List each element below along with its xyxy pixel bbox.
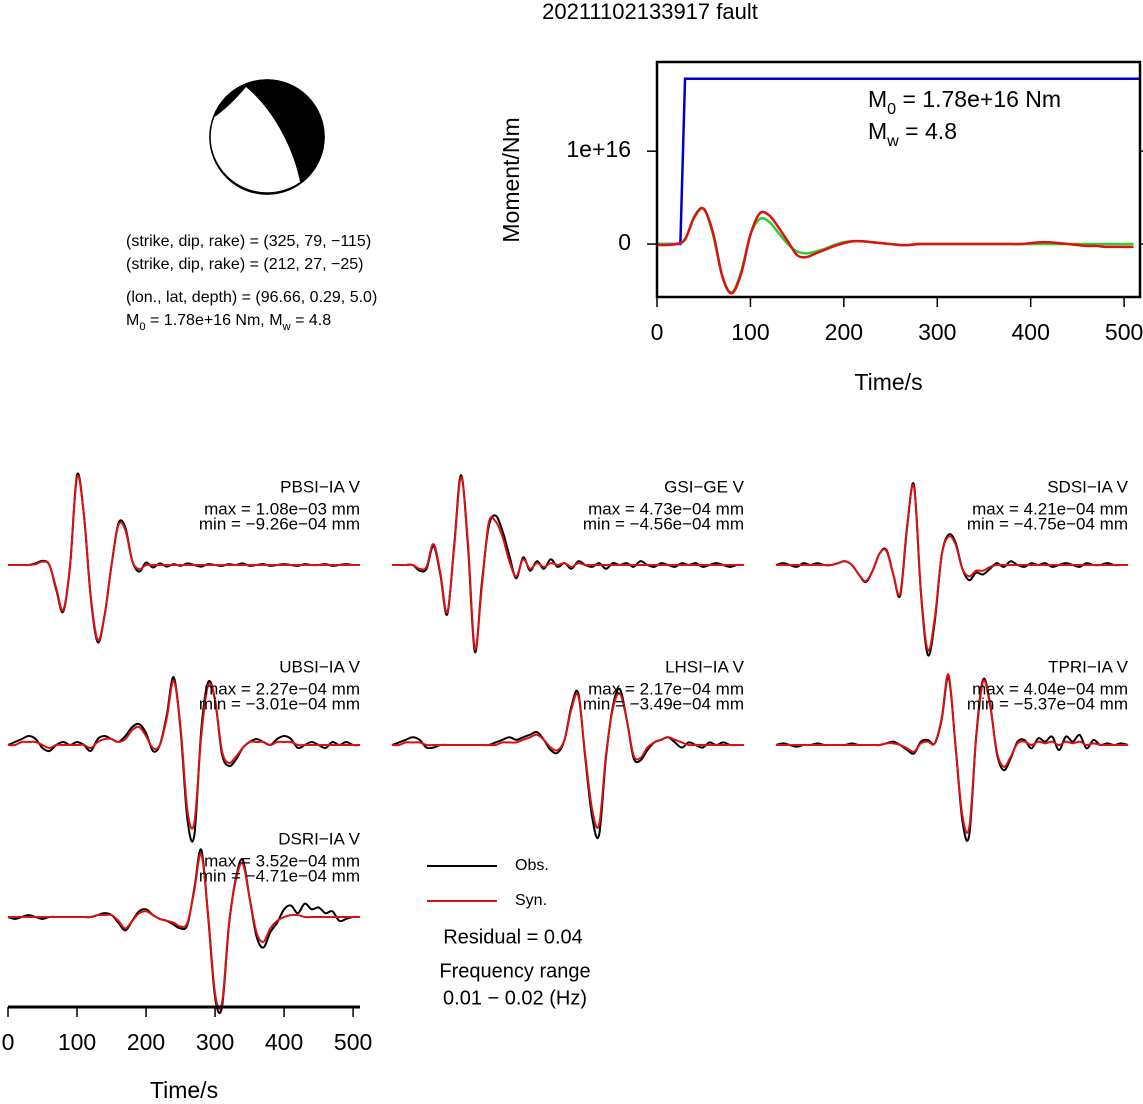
- plane-2: (strike, dip, rake) = (212, 27, −25): [126, 256, 363, 273]
- trace-syn: [776, 673, 1128, 834]
- trace-syn: [7, 474, 360, 642]
- max-label: max = 4.04e−04 mm: [972, 679, 1128, 698]
- x-tick-label: 0: [2, 1029, 15, 1055]
- moment-series: [657, 206, 1134, 295]
- text-part: = 4.8: [291, 312, 332, 329]
- x-tick-label: 300: [918, 319, 956, 345]
- max-label: max = 4.21e−04 mm: [972, 499, 1128, 518]
- min-label: min = −4.71e−04 mm: [199, 866, 360, 885]
- moment-chart: 0 100 200 300 400 500 0 1e+16 Time/s Moment/Nm M0 …: [498, 60, 1143, 395]
- min-label: min = −9.26e−04 mm: [199, 514, 360, 533]
- trace-syn: [7, 679, 360, 830]
- station-name: DSRI−IA V: [278, 829, 360, 848]
- beachball-outline: [209, 79, 325, 195]
- x-tick-label: 100: [731, 319, 769, 345]
- x-tick-label: 400: [265, 1029, 303, 1055]
- min-label: min = −4.75e−04 mm: [967, 514, 1128, 533]
- x-tick-label: 500: [1105, 319, 1143, 345]
- plot-frame: [655, 60, 1142, 299]
- y-tick-label: 0: [618, 229, 631, 255]
- subscript: w: [282, 321, 292, 333]
- x-tick-label: 200: [127, 1029, 165, 1055]
- station-name: PBSI−IA V: [280, 477, 361, 496]
- station-name: GSI−GE V: [664, 477, 744, 496]
- min-label: min = −4.56e−04 mm: [583, 514, 744, 533]
- text-part: = 1.78e+16 Nm, M: [146, 312, 283, 329]
- x-tick-label: 500: [334, 1029, 372, 1055]
- x-tick-label: 200: [825, 319, 863, 345]
- min-label: min = −3.01e−04 mm: [199, 694, 360, 713]
- location: (lon., lat, depth) = (96.66, 0.29, 5.0): [126, 289, 377, 306]
- text-part: M: [126, 312, 139, 329]
- station-name: TPRI−IA V: [1048, 657, 1128, 676]
- y-tick-label: 1e+16: [566, 136, 631, 162]
- x-tick-label: 100: [58, 1029, 96, 1055]
- subscript: 0: [139, 321, 145, 333]
- time-axis: 0 100 200 300 400 500 Time/s: [2, 1005, 372, 1103]
- text-part: M: [868, 118, 887, 144]
- x-axis-label: Time/s: [854, 369, 922, 395]
- max-label: max = 2.17e−04 mm: [588, 679, 744, 698]
- station-name: SDSI−IA V: [1047, 477, 1128, 496]
- x-tick-label: 400: [1012, 319, 1050, 345]
- legend-label: Obs.: [515, 857, 549, 874]
- min-label: min = −3.49e−04 mm: [583, 694, 744, 713]
- max-label: max = 1.08e−03 mm: [204, 499, 360, 518]
- text-part: M: [868, 86, 887, 112]
- moment-line: M0 = 1.78e+16 Nm, Mw = 4.8: [126, 312, 331, 333]
- residual: Residual = 0.04: [443, 926, 583, 948]
- x-tick-label: 300: [196, 1029, 234, 1055]
- frequency: 0.01 − 0.02 (Hz): [443, 987, 587, 1009]
- subscript: w: [886, 132, 899, 150]
- trace-syn: [391, 692, 744, 829]
- frequency: Frequency range: [439, 960, 590, 982]
- beachball: [209, 79, 325, 195]
- figure-title: 20211102133917 fault: [542, 0, 758, 24]
- station-name: LHSI−IA V: [665, 657, 745, 676]
- plane-1: (strike, dip, rake) = (325, 79, −115): [126, 233, 371, 250]
- max-label: max = 3.52e−04 mm: [204, 851, 360, 870]
- text-part: = 4.8: [899, 118, 957, 144]
- x-axis-label: Time/s: [150, 1077, 218, 1103]
- moment-annotation: Mw = 4.8: [868, 118, 957, 150]
- station-name: UBSI−IA V: [279, 657, 360, 676]
- moment-series: [657, 206, 1134, 294]
- trace-syn: [391, 476, 744, 651]
- max-label: max = 4.73e−04 mm: [588, 499, 744, 518]
- text-part: = 1.78e+16 Nm: [896, 86, 1061, 112]
- x-tick-label: 0: [651, 319, 664, 345]
- y-axis-label: Moment/Nm: [498, 117, 524, 242]
- legend-label: Syn.: [515, 892, 547, 909]
- moment-annotation: M0 = 1.78e+16 Nm: [868, 86, 1061, 118]
- max-label: max = 2.27e−04 mm: [204, 679, 360, 698]
- trace-syn: [8, 852, 360, 1010]
- min-label: min = −5.37e−04 mm: [967, 694, 1128, 713]
- trace-syn: [775, 484, 1128, 652]
- subscript: 0: [887, 100, 896, 118]
- beachball-white: [210, 87, 300, 193]
